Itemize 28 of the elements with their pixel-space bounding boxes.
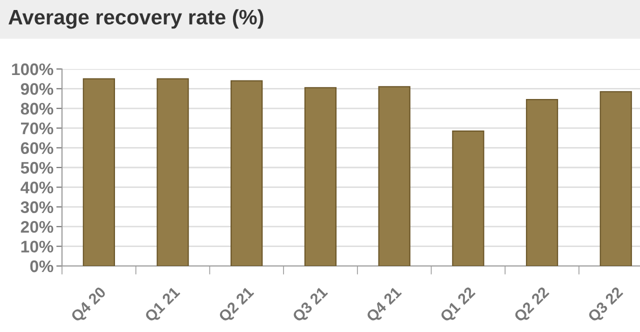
y-tick-label: 40% [20, 182, 54, 194]
bar [526, 98, 558, 266]
bar [600, 91, 632, 266]
bar [452, 130, 484, 266]
x-tick-label: Q4 20 [70, 286, 108, 324]
y-tick-label: 90% [20, 83, 54, 95]
x-tick-label: Q1 21 [144, 286, 182, 324]
y-tick-label: 70% [21, 122, 54, 134]
y-tick-label: 30% [20, 201, 54, 214]
chart-title: Average recovery rate (%) [8, 9, 264, 29]
bar [156, 78, 189, 266]
x-tick-label: Q3 22 [587, 286, 626, 324]
bar [378, 86, 410, 266]
y-tick-label: 100% [12, 63, 54, 76]
x-tick-label: Q4 21 [366, 286, 404, 324]
x-tick-label: Q1 22 [439, 286, 478, 324]
x-tick-label: Q2 22 [513, 286, 552, 324]
y-tick-label: 0% [30, 260, 54, 272]
y-tick-label: 50% [20, 162, 54, 174]
y-tick-label: 80% [20, 102, 54, 115]
bar [82, 78, 115, 266]
x-tick-label: Q3 21 [292, 286, 330, 324]
bar [304, 87, 337, 266]
y-tick-label: 20% [20, 221, 54, 233]
x-tick-label: Q2 21 [218, 286, 256, 324]
bar [230, 80, 263, 266]
y-tick-label: 60% [20, 142, 54, 154]
y-tick-label: 10% [21, 240, 54, 253]
